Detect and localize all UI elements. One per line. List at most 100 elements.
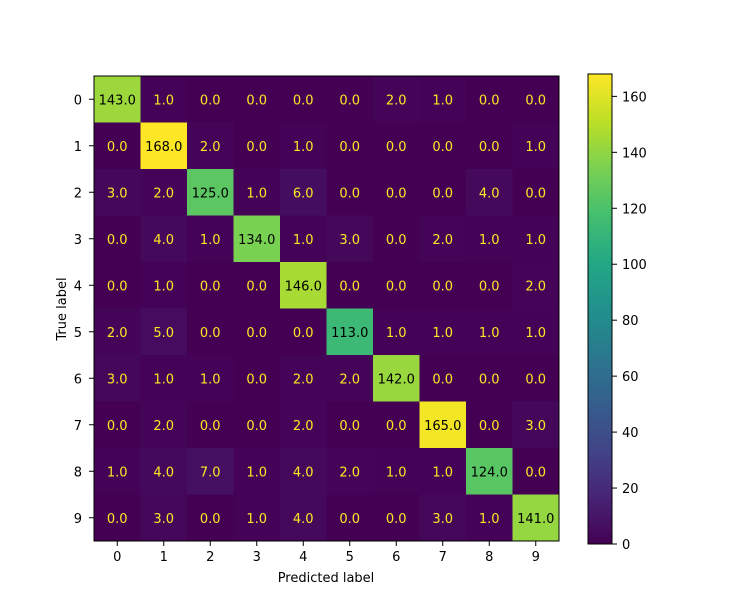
matrix-cell-label-0-3: 0.0	[246, 93, 267, 108]
matrix-cell-6-7	[419, 355, 467, 402]
matrix-cell-label-0-7: 1.0	[432, 93, 453, 108]
matrix-cell-label-4-7: 0.0	[432, 279, 453, 294]
y-axis-label: True label	[55, 277, 70, 341]
matrix-cell-9-2	[187, 494, 234, 542]
matrix-cell-label-7-7: 165.0	[424, 419, 461, 434]
matrix-cell-1-3	[233, 122, 281, 170]
matrix-cell-label-4-4: 146.0	[285, 279, 322, 294]
matrix-cell-8-4	[280, 448, 327, 495]
matrix-cells	[94, 76, 560, 542]
matrix-cell-3-2	[187, 215, 234, 263]
matrix-cell-2-9	[512, 169, 560, 216]
x-tick-label-7: 7	[439, 550, 447, 565]
matrix-cell-label-2-4: 6.0	[293, 186, 314, 201]
matrix-cell-5-2	[187, 308, 234, 356]
matrix-cell-label-2-3: 1.0	[246, 186, 267, 201]
matrix-cell-5-8	[466, 308, 513, 356]
matrix-cell-label-6-5: 2.0	[339, 372, 360, 387]
matrix-cell-9-9	[512, 494, 560, 542]
matrix-cell-label-1-9: 1.0	[525, 140, 546, 155]
matrix-cell-label-7-5: 0.0	[339, 419, 360, 434]
matrix-cell-3-9	[512, 215, 560, 263]
matrix-cell-4-2	[187, 262, 234, 309]
matrix-cell-label-9-7: 3.0	[432, 512, 453, 527]
matrix-cell-5-9	[512, 308, 560, 356]
y-tick-label-8: 8	[74, 465, 82, 480]
matrix-cell-7-7	[419, 401, 467, 449]
x-tick-label-2: 2	[206, 550, 214, 565]
matrix-cell-8-3	[233, 448, 281, 495]
matrix-cell-label-6-8: 0.0	[479, 372, 500, 387]
matrix-cell-label-3-2: 1.0	[200, 233, 221, 248]
matrix-cell-label-1-8: 0.0	[479, 140, 500, 155]
matrix-cell-label-9-5: 0.0	[339, 512, 360, 527]
matrix-cell-label-3-0: 0.0	[107, 233, 128, 248]
matrix-cell-9-5	[326, 494, 374, 542]
x-tick-label-0: 0	[113, 550, 121, 565]
matrix-cell-6-5	[326, 355, 374, 402]
matrix-cell-label-3-5: 3.0	[339, 233, 360, 248]
matrix-cell-8-5	[326, 448, 374, 495]
matrix-cell-label-9-3: 1.0	[246, 512, 267, 527]
matrix-cell-8-2	[187, 448, 234, 495]
matrix-cell-label-0-9: 0.0	[525, 93, 546, 108]
matrix-cell-3-8	[466, 215, 513, 263]
matrix-cell-6-8	[466, 355, 513, 402]
matrix-cell-1-7	[419, 122, 467, 170]
matrix-cell-label-6-6: 142.0	[378, 372, 415, 387]
matrix-cell-6-3	[233, 355, 281, 402]
matrix-cell-label-3-8: 1.0	[479, 233, 500, 248]
x-tick-label-3: 3	[253, 550, 261, 565]
x-tick-label-8: 8	[485, 550, 493, 565]
matrix-cell-7-6	[373, 401, 420, 449]
matrix-cell-label-3-7: 2.0	[432, 233, 453, 248]
y-tick-label-1: 1	[74, 140, 82, 155]
matrix-cell-label-8-3: 1.0	[246, 465, 267, 480]
colorbar-tick-label-120: 120	[622, 202, 647, 217]
matrix-cell-label-8-9: 0.0	[525, 465, 546, 480]
matrix-cell-label-5-3: 0.0	[246, 326, 267, 341]
matrix-cell-4-7	[419, 262, 467, 309]
matrix-cell-label-2-8: 4.0	[479, 186, 500, 201]
matrix-cell-9-4	[280, 494, 327, 542]
matrix-cell-label-0-5: 0.0	[339, 93, 360, 108]
matrix-cell-label-5-5: 113.0	[331, 326, 368, 341]
matrix-cell-label-4-0: 0.0	[107, 279, 128, 294]
matrix-cell-label-0-6: 2.0	[386, 93, 407, 108]
matrix-cell-7-9	[512, 401, 560, 449]
matrix-cell-label-7-0: 0.0	[107, 419, 128, 434]
matrix-cell-3-6	[373, 215, 420, 263]
matrix-cell-label-6-7: 0.0	[432, 372, 453, 387]
matrix-cell-0-3	[233, 76, 281, 123]
matrix-cell-4-8	[466, 262, 513, 309]
matrix-cell-label-8-6: 1.0	[386, 465, 407, 480]
matrix-cell-3-3	[233, 215, 281, 263]
matrix-cell-label-6-4: 2.0	[293, 372, 314, 387]
matrix-cell-label-1-6: 0.0	[386, 140, 407, 155]
matrix-cell-label-2-0: 3.0	[107, 186, 128, 201]
matrix-cell-1-5	[326, 122, 374, 170]
matrix-cell-label-6-2: 1.0	[200, 372, 221, 387]
matrix-cell-label-5-0: 2.0	[107, 326, 128, 341]
matrix-cell-5-3	[233, 308, 281, 356]
matrix-cell-7-4	[280, 401, 327, 449]
matrix-cell-8-1	[140, 448, 188, 495]
matrix-cell-7-5	[326, 401, 374, 449]
matrix-cell-label-1-7: 0.0	[432, 140, 453, 155]
y-tick-label-2: 2	[74, 186, 82, 201]
matrix-cell-label-5-4: 0.0	[293, 326, 314, 341]
matrix-cell-label-3-3: 134.0	[238, 233, 275, 248]
matrix-cell-label-2-1: 2.0	[153, 186, 174, 201]
x-tick-label-6: 6	[392, 550, 400, 565]
matrix-cell-label-7-8: 0.0	[479, 419, 500, 434]
matrix-cell-2-8	[466, 169, 513, 216]
matrix-cell-label-4-3: 0.0	[246, 279, 267, 294]
matrix-cell-label-4-8: 0.0	[479, 279, 500, 294]
colorbar-tick-label-160: 160	[622, 90, 647, 105]
matrix-cell-0-2	[187, 76, 234, 123]
y-tick-label-9: 9	[74, 512, 82, 527]
matrix-cell-1-8	[466, 122, 513, 170]
matrix-cell-label-5-6: 1.0	[386, 326, 407, 341]
matrix-cell-label-4-2: 0.0	[200, 279, 221, 294]
matrix-cell-label-2-2: 125.0	[192, 186, 229, 201]
